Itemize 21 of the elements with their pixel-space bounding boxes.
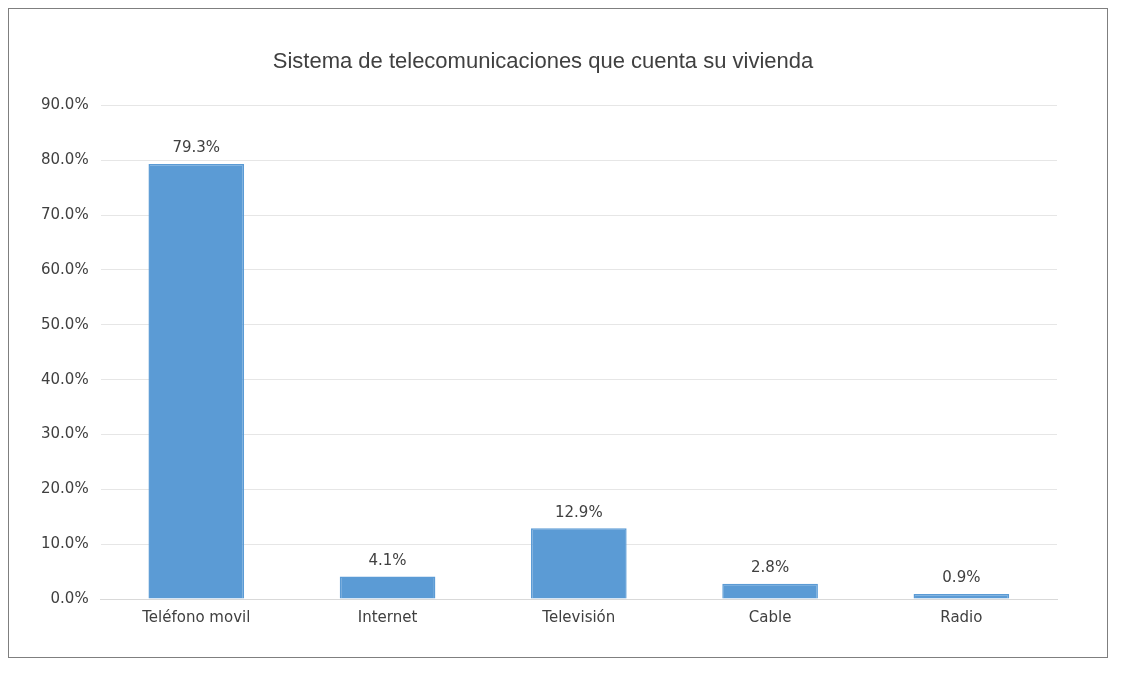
data-label: 0.9% [942,568,981,587]
y-tick-label: 70.0% [41,204,89,223]
y-tick-label: 0.0% [50,588,89,607]
x-tick-label: Cable [748,607,792,626]
y-tick-label: 40.0% [41,369,89,388]
y-tick-label: 60.0% [41,259,89,278]
chart-title: Sistema de telecomunicaciones que cuenta su vivienda [272,48,815,74]
data-label: 79.3% [172,138,221,157]
x-tick-label: Teléfono movil [141,607,251,626]
y-tick-label: 90.0% [41,95,89,114]
y-tick-label: 20.0% [41,479,89,498]
y-tick-label: 10.0% [41,534,89,553]
y-tick-label: 50.0% [41,314,89,333]
y-tick-label: 80.0% [41,150,89,169]
y-tick-label: 30.0% [41,424,89,443]
x-tick-label: Radio [940,607,983,626]
data-label: 12.9% [555,502,603,521]
x-tick-label: Televisión [541,607,616,626]
x-tick-label: Internet [357,607,418,626]
data-label: 2.8% [751,558,790,577]
data-label: 4.1% [368,550,407,569]
